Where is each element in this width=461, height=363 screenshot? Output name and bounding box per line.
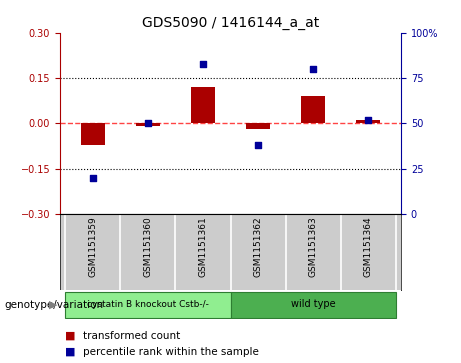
Bar: [65, 292, 230, 318]
Point: [89, 175, 97, 181]
Text: GSM1151362: GSM1151362: [254, 216, 262, 277]
Text: cystatin B knockout Cstb-/-: cystatin B knockout Cstb-/-: [87, 300, 209, 309]
Text: genotype/variation: genotype/variation: [5, 300, 104, 310]
Text: ■: ■: [65, 347, 75, 357]
Point: [144, 121, 152, 126]
Bar: [230, 292, 396, 318]
Point: [199, 61, 207, 66]
Bar: [301, 96, 325, 123]
Text: ▶: ▶: [49, 300, 58, 310]
Bar: [190, 87, 215, 123]
Text: percentile rank within the sample: percentile rank within the sample: [83, 347, 259, 357]
Text: ■: ■: [65, 331, 75, 341]
Bar: [356, 121, 380, 123]
Text: transformed count: transformed count: [83, 331, 180, 341]
Bar: [136, 123, 160, 126]
Text: GSM1151360: GSM1151360: [143, 216, 153, 277]
Point: [309, 66, 317, 72]
Text: GSM1151359: GSM1151359: [89, 216, 97, 277]
Point: [364, 117, 372, 123]
Text: GSM1151364: GSM1151364: [364, 216, 372, 277]
Bar: [81, 123, 105, 145]
Text: GSM1151361: GSM1151361: [199, 216, 207, 277]
Title: GDS5090 / 1416144_a_at: GDS5090 / 1416144_a_at: [142, 16, 319, 30]
Point: [254, 142, 262, 148]
Text: wild type: wild type: [291, 299, 335, 309]
Bar: [246, 123, 271, 130]
Text: GSM1151363: GSM1151363: [308, 216, 318, 277]
